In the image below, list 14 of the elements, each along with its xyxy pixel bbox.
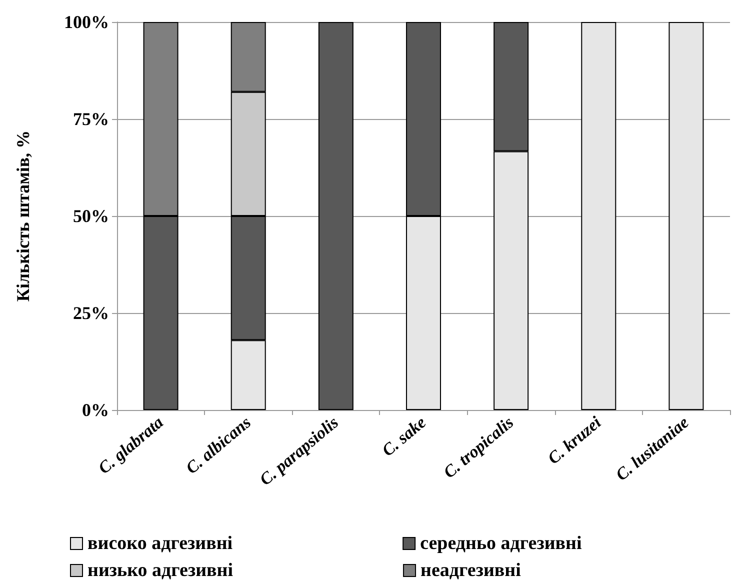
legend-label: високо адгезивні [88, 533, 233, 554]
legend-label: неадгезивні [420, 560, 521, 581]
y-tick-label: 0% [82, 400, 109, 420]
y-tick-label: 75% [73, 109, 109, 129]
legend-label: середньо адгезивні [420, 533, 582, 554]
legend-label: низько адгезивні [88, 560, 234, 581]
y-tick-label: 100% [64, 12, 109, 32]
bar [668, 22, 704, 410]
y-tick-label: 25% [73, 303, 109, 323]
bar [581, 22, 616, 410]
y-tick-label: 50% [73, 206, 109, 226]
y-axis-title: Кількість штамів, % [13, 130, 33, 302]
x-tick-label: C. sake [378, 412, 430, 460]
bar [318, 22, 354, 410]
